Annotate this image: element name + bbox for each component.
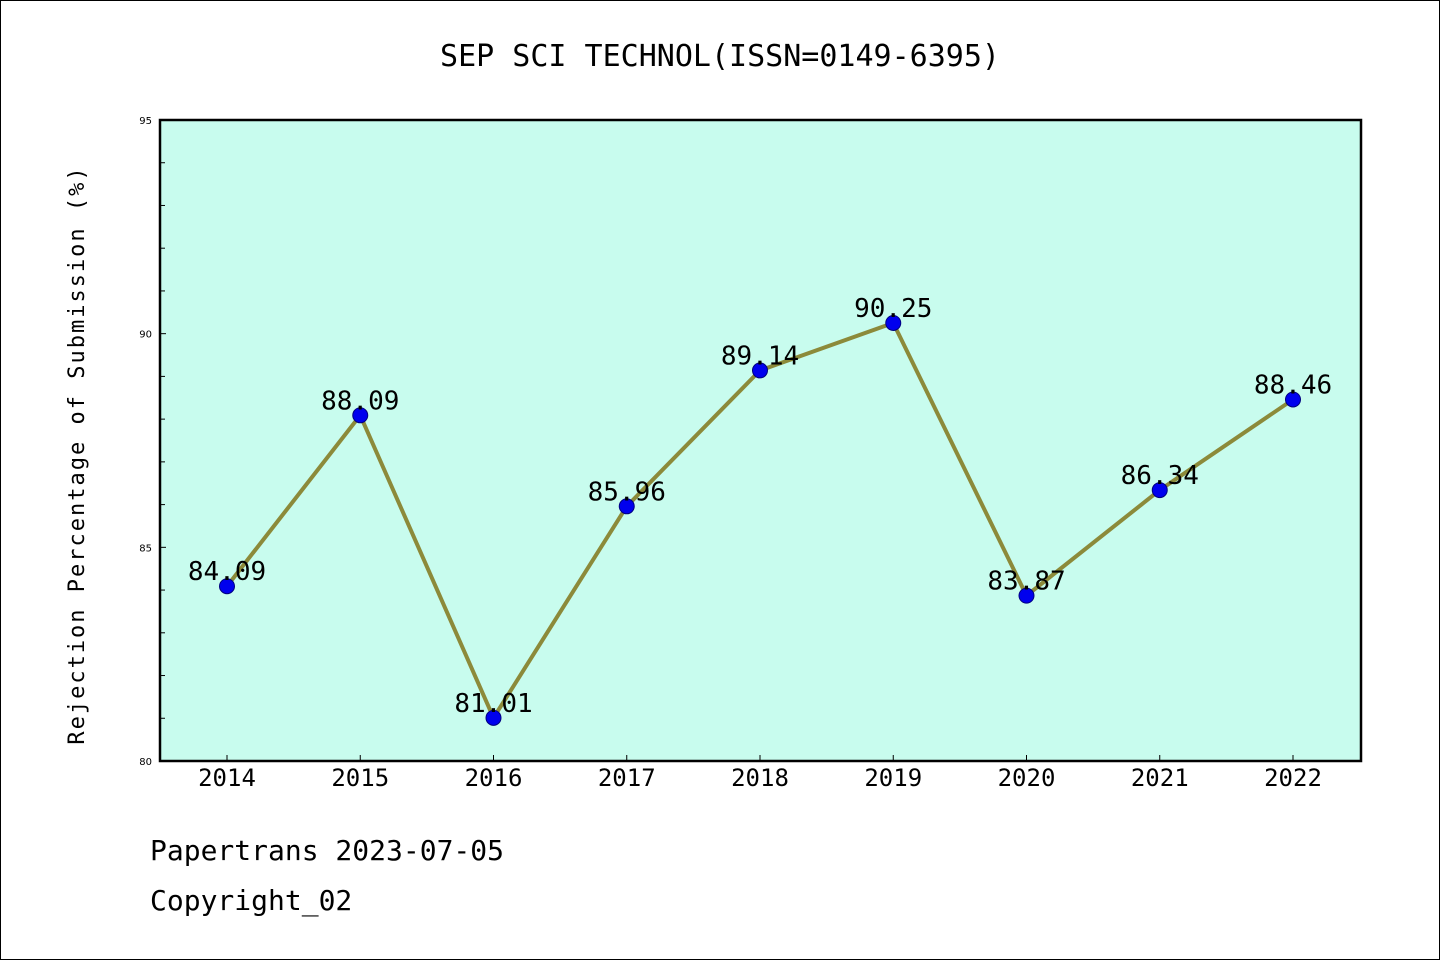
data-point: [1285, 391, 1301, 408]
x-tick-label: 2021: [1131, 764, 1189, 792]
x-tick-label: 2017: [598, 764, 656, 792]
chart-title: SEP SCI TECHNOL(ISSN=0149-6395): [440, 39, 1000, 74]
data-label: 85.96: [588, 477, 666, 507]
data-label: 81.01: [454, 689, 532, 719]
data-point: [752, 362, 768, 379]
x-tick-label: 2014: [198, 764, 256, 792]
y-tick-label: 80: [139, 757, 152, 768]
x-tick-label: 2018: [731, 764, 789, 792]
data-label: 88.46: [1254, 370, 1332, 400]
data-point: [1151, 482, 1168, 499]
y-tick-label: 90: [139, 330, 152, 341]
data-point: [618, 498, 635, 515]
footer-copyright: Copyright_02: [150, 884, 353, 917]
data-point: [352, 407, 369, 424]
y-tick-label: 85: [139, 543, 152, 554]
x-tick-label: 2016: [465, 764, 523, 792]
data-point: [485, 709, 502, 726]
x-tick-label: 2022: [1264, 764, 1322, 792]
y-axis-ticks: 80 85 90 95: [139, 116, 166, 768]
data-label: 84.09: [188, 557, 266, 587]
data-point: [219, 578, 235, 595]
data-label: 89.14: [721, 341, 799, 371]
data-point: [1018, 587, 1035, 604]
x-tick-label: 2015: [331, 764, 389, 792]
data-label: 86.34: [1121, 461, 1199, 491]
plot-area: [158, 118, 1363, 763]
data-label: 83.87: [987, 567, 1065, 597]
y-tick-label: 95: [139, 116, 152, 127]
data-label: 88.09: [321, 386, 399, 416]
x-tick-label: 2020: [998, 764, 1056, 792]
footer-date: Papertrans 2023-07-05: [150, 834, 505, 867]
y-axis-label: Rejection Percentage of Submission (%): [65, 165, 90, 744]
data-point: [885, 314, 902, 331]
x-axis-ticks: 2014 2015 2016 2017 2018 2019 2020 2021 2022: [198, 755, 1322, 792]
data-labels: 84.09 88.09 81.01 85.96 89.14 90.25 83.87 86.34…: [188, 294, 1332, 719]
data-points: [219, 314, 1301, 726]
data-label: 90.25: [854, 294, 932, 324]
x-tick-label: 2019: [864, 764, 922, 792]
